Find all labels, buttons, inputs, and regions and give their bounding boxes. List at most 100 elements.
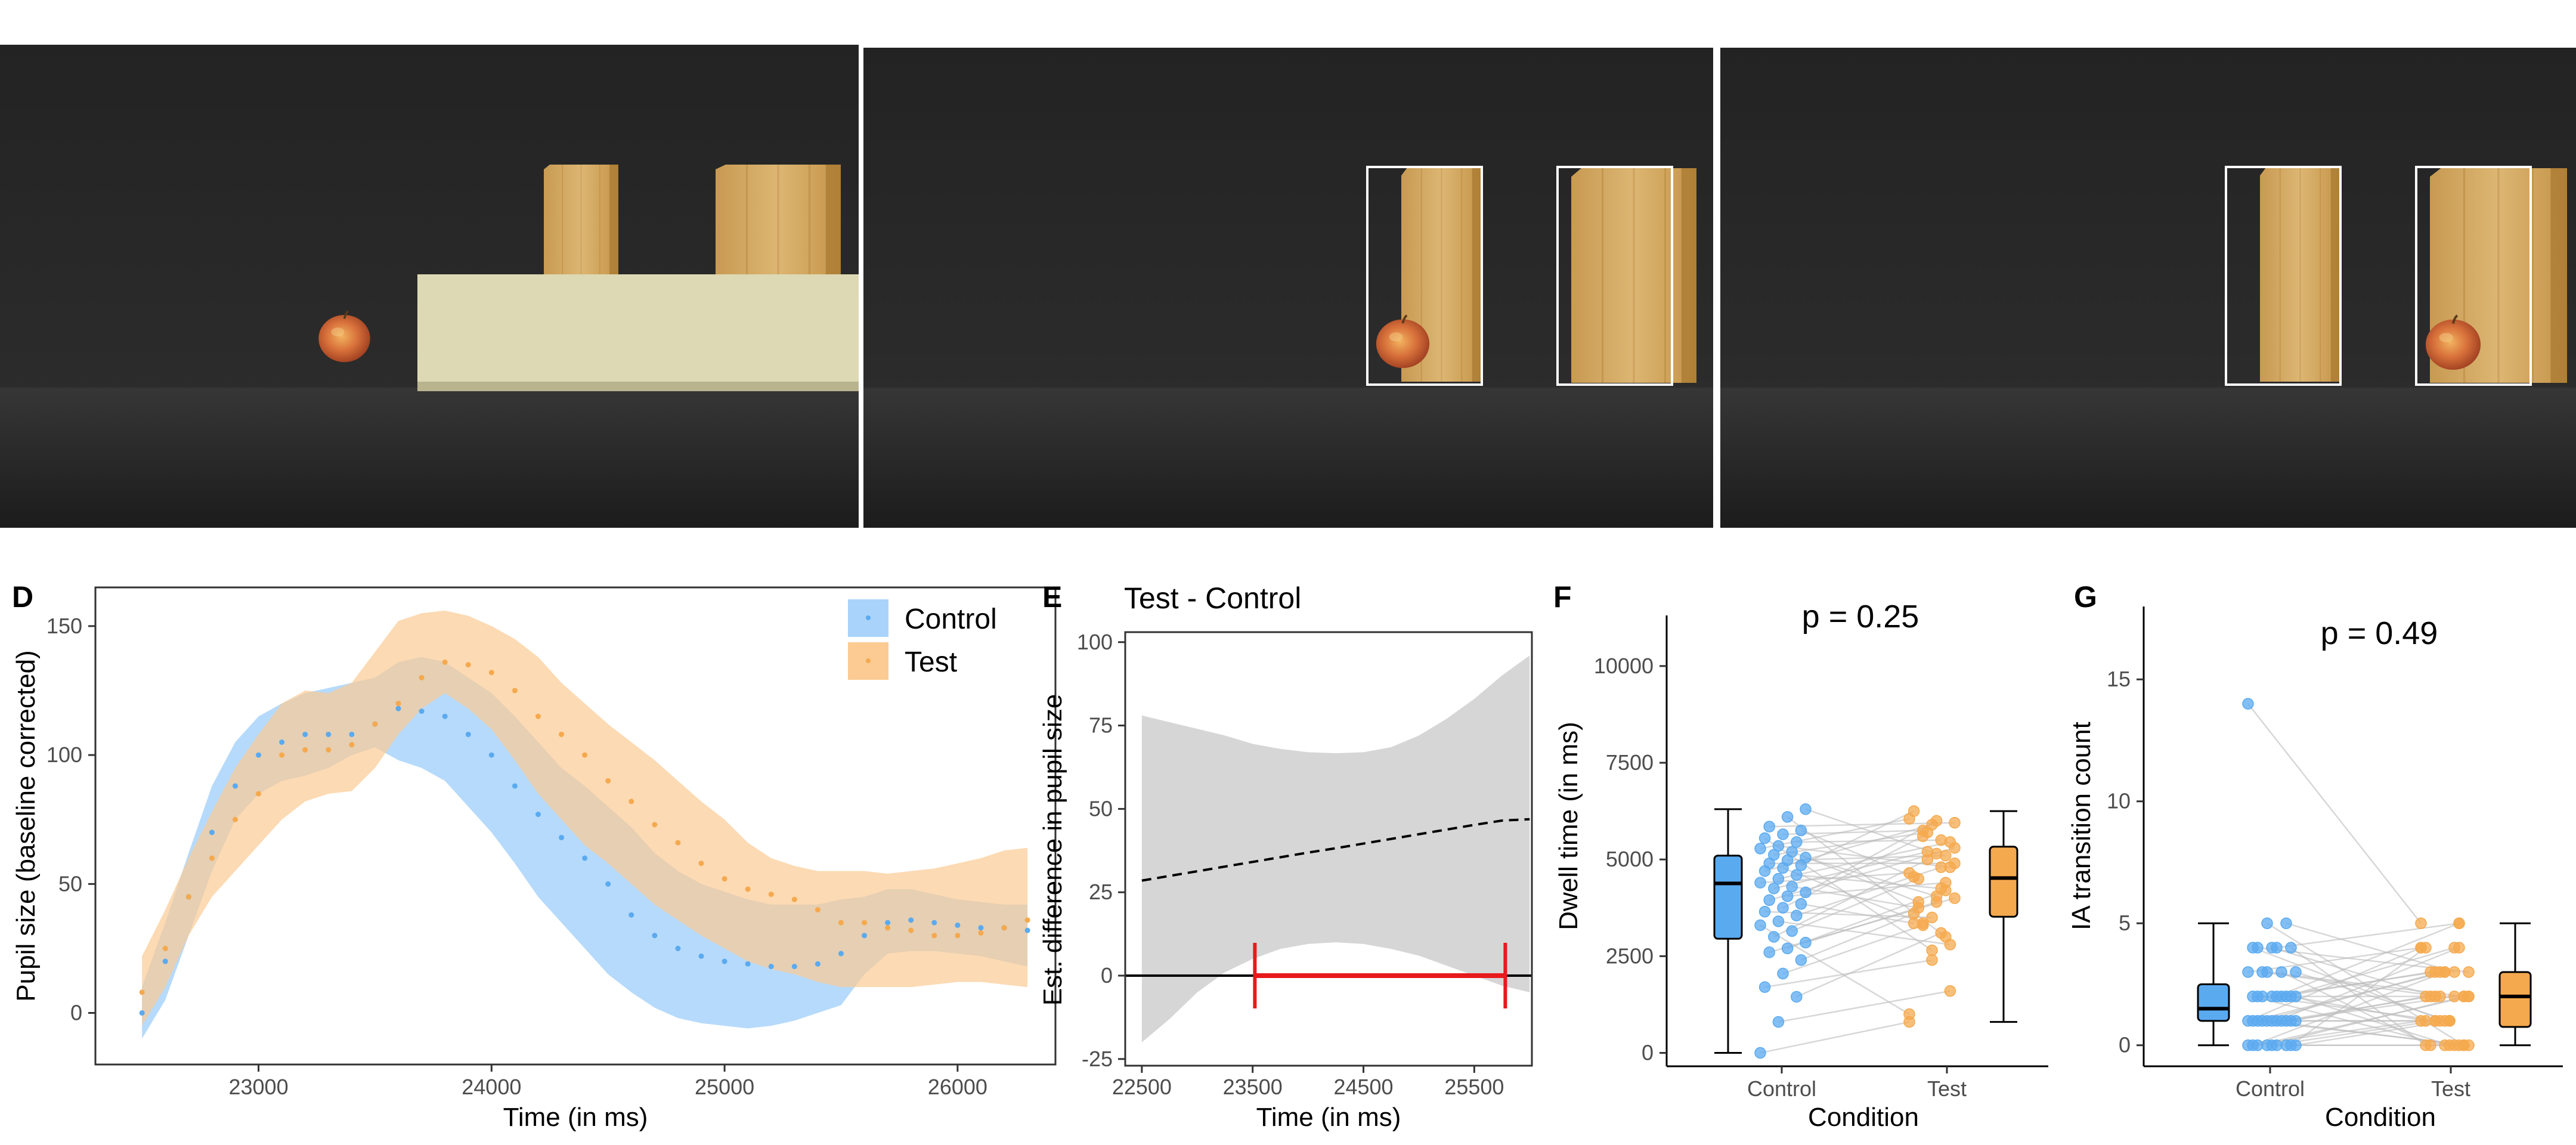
point-test bbox=[2453, 917, 2465, 929]
point-control bbox=[2285, 942, 2297, 954]
point-control bbox=[1800, 803, 1812, 815]
point-control bbox=[1754, 1047, 1766, 1059]
point-control bbox=[2261, 917, 2273, 929]
box-test bbox=[2498, 971, 2532, 1028]
point-test bbox=[302, 747, 308, 753]
pair-line bbox=[1760, 924, 1910, 1015]
point-control bbox=[465, 731, 471, 737]
point-control bbox=[256, 752, 262, 758]
point-control bbox=[2271, 942, 2283, 954]
point-control bbox=[698, 953, 704, 959]
board-left bbox=[544, 165, 618, 284]
pair-line bbox=[2276, 922, 2460, 949]
point-control bbox=[1772, 840, 1785, 852]
interest-area-right bbox=[1556, 166, 1673, 386]
axis-ticks: 22500 23500 24500 25500 -25 0 25 50 75 100 bbox=[1077, 630, 1504, 1099]
x-tick-label: 23000 bbox=[228, 1075, 288, 1099]
point-test bbox=[1917, 917, 1929, 929]
interest-area-left bbox=[1366, 166, 1483, 386]
y-tick-label: 0 bbox=[1101, 963, 1113, 988]
y-axis-label: Pupil size (baseline corrected) bbox=[11, 650, 41, 1001]
y-tick-label: 7500 bbox=[1606, 750, 1654, 775]
pair-line bbox=[1782, 867, 1924, 924]
box-test bbox=[1989, 846, 2018, 918]
pair-line bbox=[2247, 946, 2422, 1022]
point-test bbox=[232, 816, 238, 822]
ci-band bbox=[1141, 655, 1530, 1042]
y-tick-label: 5 bbox=[2119, 911, 2131, 935]
point-control bbox=[1772, 1016, 1785, 1028]
x-tick-label: 22500 bbox=[1112, 1075, 1172, 1099]
point-control bbox=[605, 881, 611, 887]
point-test bbox=[559, 731, 565, 737]
y-tick-label: 100 bbox=[47, 742, 82, 767]
point-control bbox=[1786, 846, 1798, 858]
x-tick-label: Control bbox=[2236, 1076, 2305, 1101]
point-test bbox=[1926, 954, 1938, 966]
point-control bbox=[1800, 936, 1812, 949]
point-test bbox=[279, 752, 285, 758]
point-test bbox=[1944, 985, 1956, 997]
table-surface bbox=[863, 388, 1713, 528]
y-tick-label: 75 bbox=[1089, 713, 1113, 738]
point-control bbox=[862, 933, 868, 939]
point-control bbox=[1786, 925, 1798, 937]
pair-line bbox=[1764, 959, 1933, 988]
point-test bbox=[605, 778, 611, 784]
point-control bbox=[1758, 981, 1771, 994]
point-control bbox=[1763, 894, 1775, 906]
pair-line bbox=[1782, 830, 1923, 835]
data-points bbox=[139, 659, 1030, 1016]
photo-apple-left-scene bbox=[863, 48, 1713, 528]
point-test bbox=[2453, 1039, 2465, 1051]
pair-line bbox=[1778, 990, 1950, 1023]
point-test bbox=[465, 662, 471, 668]
point-control bbox=[2290, 966, 2302, 978]
point-test bbox=[372, 721, 378, 727]
plot-frame bbox=[1124, 631, 1533, 1067]
table-surface bbox=[1720, 388, 2576, 528]
point-control bbox=[791, 964, 797, 970]
y-axis-label: IA transition count bbox=[2067, 722, 2096, 930]
point-test bbox=[2420, 942, 2432, 954]
point-control bbox=[2290, 1015, 2302, 1027]
point-test bbox=[1024, 917, 1030, 923]
point-test bbox=[768, 892, 774, 898]
point-control bbox=[162, 958, 168, 964]
point-test bbox=[1001, 925, 1007, 931]
point-test bbox=[838, 920, 844, 926]
point-test bbox=[488, 670, 494, 676]
pair-line bbox=[2281, 971, 2431, 998]
pair-line bbox=[1787, 881, 1946, 898]
pair-line bbox=[2286, 923, 2455, 973]
point-control bbox=[1768, 931, 1780, 943]
point-control bbox=[2252, 1039, 2264, 1051]
legend-dot-control bbox=[866, 615, 871, 620]
point-test bbox=[722, 876, 727, 882]
point-control bbox=[582, 855, 588, 861]
x-tick-label: 23500 bbox=[1223, 1075, 1283, 1099]
point-control bbox=[2252, 942, 2264, 954]
point-test bbox=[885, 925, 891, 931]
y-tick-label: 0 bbox=[70, 1001, 82, 1025]
pair-line bbox=[1801, 903, 1914, 924]
point-test bbox=[2463, 991, 2475, 1002]
point-control bbox=[326, 731, 332, 737]
point-control bbox=[652, 933, 658, 939]
interest-area-left bbox=[2225, 166, 2342, 386]
point-control bbox=[908, 917, 914, 923]
pair-line bbox=[1800, 830, 1915, 878]
y-tick-label: 15 bbox=[2107, 667, 2131, 691]
x-axis-label: Time (in ms) bbox=[503, 1103, 648, 1132]
point-control bbox=[1781, 890, 1794, 902]
point-control bbox=[1791, 991, 1803, 1003]
point-control bbox=[1763, 946, 1775, 958]
point-control bbox=[2280, 917, 2292, 929]
point-test bbox=[419, 674, 425, 680]
x-tick-label: 25500 bbox=[1444, 1075, 1504, 1099]
point-test bbox=[395, 701, 401, 707]
x-tick-label: 26000 bbox=[928, 1075, 987, 1099]
panel-letter: G bbox=[2074, 580, 2097, 614]
point-control bbox=[279, 739, 285, 745]
x-axis-label: Time (in ms) bbox=[1256, 1103, 1401, 1132]
